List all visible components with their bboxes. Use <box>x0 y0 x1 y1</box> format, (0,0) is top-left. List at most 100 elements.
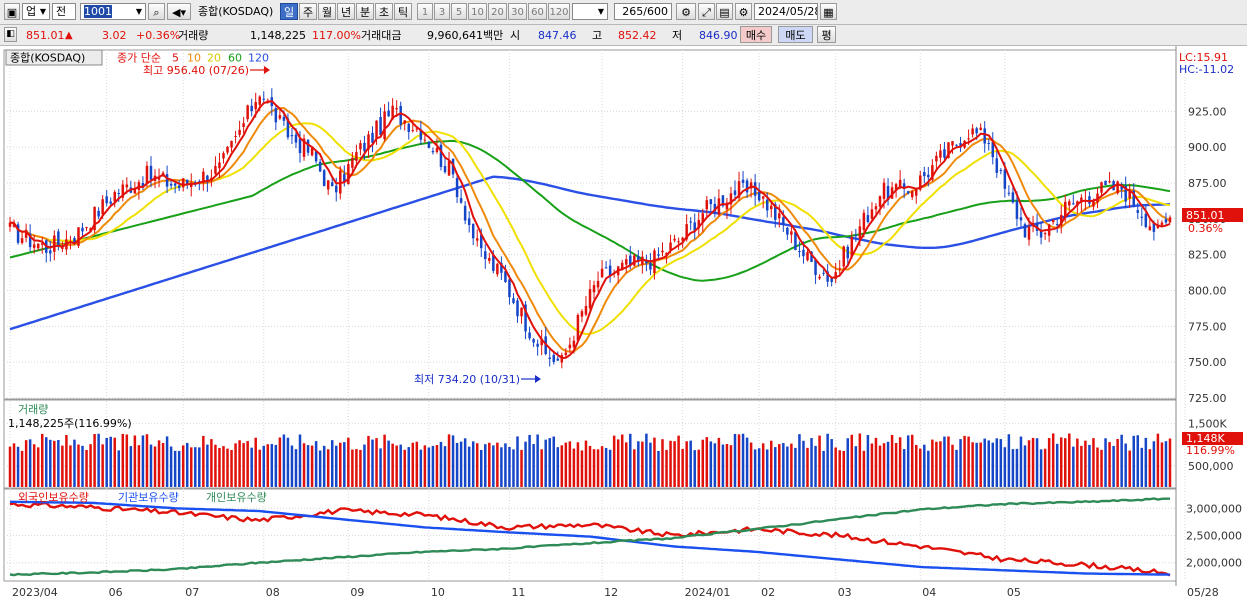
low-annotation: 최저 734.20 (10/31) <box>414 373 520 386</box>
candle-body <box>592 285 596 293</box>
search-icon[interactable]: ⌕ <box>148 3 165 20</box>
time-tick-label: 09 <box>350 586 364 599</box>
volume-bar <box>1027 440 1031 487</box>
institution-legend[interactable]: 기관보유수량 <box>118 491 179 504</box>
volume-bar <box>198 447 201 487</box>
candle-body <box>902 183 906 189</box>
stock-name-tag[interactable]: 종합(KOSDAQ) <box>10 52 85 65</box>
period-tab-3[interactable]: 년 <box>337 3 355 20</box>
candle-body <box>874 206 878 210</box>
expand-icon[interactable]: ◧ <box>4 27 17 42</box>
draw-tool-icon[interactable]: ⤢ <box>698 3 715 20</box>
speaker-icon[interactable]: ◀▾ <box>167 3 191 20</box>
ma5-path <box>9 99 1171 360</box>
amount-value: 9,960,641백만 <box>427 29 504 42</box>
ma10-legend[interactable]: 10 <box>187 52 201 65</box>
interval-tab-1[interactable]: 1 <box>417 3 433 20</box>
candle-body <box>290 135 294 137</box>
volume-bar <box>629 433 632 487</box>
candle-body <box>850 236 854 257</box>
foreign-legend[interactable]: 외국인보유수량 <box>18 491 89 504</box>
volume-bar <box>874 437 878 487</box>
candle-body <box>894 184 898 190</box>
ma20-legend[interactable]: 20 <box>207 52 221 65</box>
interval-tab-5[interactable]: 5 <box>451 3 467 20</box>
candle-body <box>685 224 688 240</box>
interval-tab-60[interactable]: 60 <box>528 3 547 20</box>
chart-background <box>0 46 1247 602</box>
chart-settings-icon[interactable]: ⚙ <box>676 3 696 20</box>
period-tab-2[interactable]: 월 <box>318 3 336 20</box>
stock-chart[interactable]: 925.00900.00875.00850.00825.00800.00775.… <box>0 46 1247 602</box>
interval-input[interactable]: ▼ <box>572 3 608 20</box>
price-tick-label: 750.00 <box>1188 356 1227 369</box>
volume-bar <box>101 444 104 487</box>
candle-body <box>818 276 821 279</box>
volume-bar <box>480 449 483 487</box>
volume-bar <box>1156 433 1160 487</box>
candle-body <box>1124 185 1127 202</box>
volume-bar <box>923 444 926 487</box>
ma60-legend[interactable]: 60 <box>228 52 242 65</box>
volume-bar <box>669 440 672 487</box>
volume-bar <box>427 447 431 487</box>
period-tab-0[interactable]: 일 <box>280 3 298 20</box>
calendar-icon[interactable]: ▦ <box>820 3 837 20</box>
axes: 925.00900.00875.00850.00825.00800.00775.… <box>12 46 1242 599</box>
eval-button[interactable]: 평 <box>817 26 836 43</box>
volume-panel[interactable] <box>8 433 1172 487</box>
candle-body <box>1043 233 1047 235</box>
time-tick-label: 03 <box>838 586 852 599</box>
period-short-select[interactable]: 전 <box>52 3 76 20</box>
ma5-legend[interactable]: 5 <box>172 52 179 65</box>
market-select[interactable]: 업 ▼ <box>22 3 50 20</box>
volume-bar <box>375 438 378 487</box>
candle-body <box>371 132 374 143</box>
volume-bar <box>81 445 84 487</box>
interval-tab-20[interactable]: 20 <box>488 3 507 20</box>
price-panel[interactable] <box>8 88 1172 369</box>
candle-body <box>218 162 221 169</box>
candle-body <box>524 304 527 332</box>
candle-body <box>367 134 370 150</box>
volume-bar <box>939 441 942 487</box>
individual-legend[interactable]: 개인보유수량 <box>206 491 267 504</box>
candle-body <box>669 242 672 251</box>
save-icon[interactable]: ▤ <box>716 3 733 20</box>
volume-bar <box>604 447 608 487</box>
holdings-panel[interactable] <box>9 497 1171 577</box>
volume-bar <box>572 448 576 487</box>
period-tab-5[interactable]: 초 <box>375 3 393 20</box>
gear-icon[interactable]: ⚙ <box>735 3 752 20</box>
interval-tab-30[interactable]: 30 <box>508 3 527 20</box>
volume-title[interactable]: 거래량 <box>18 403 48 416</box>
interval-tab-120[interactable]: 120 <box>548 3 570 20</box>
candle-body <box>967 138 970 140</box>
period-tab-4[interactable]: 분 <box>356 3 374 20</box>
ma120-legend[interactable]: 120 <box>248 52 269 65</box>
interval-tab-10[interactable]: 10 <box>468 3 487 20</box>
ma-title[interactable]: 종가 단순 <box>117 52 161 65</box>
data-count[interactable]: 265/600 <box>614 3 672 20</box>
volume-bar <box>608 449 612 487</box>
volume-bar <box>588 445 592 487</box>
ma5-line <box>9 99 1171 360</box>
foreign-holdings-line <box>9 501 1171 577</box>
candle-body <box>109 201 112 204</box>
candle-body <box>741 179 745 183</box>
volume-bar <box>137 445 141 487</box>
volume-bar <box>214 444 217 487</box>
interval-tab-3[interactable]: 3 <box>434 3 450 20</box>
volume-bar <box>403 449 406 487</box>
sell-button[interactable]: 매도 <box>778 26 813 43</box>
buy-button[interactable]: 매수 <box>740 26 772 43</box>
volume-bar <box>794 447 797 487</box>
period-tab-6[interactable]: 틱 <box>394 3 412 20</box>
date-input[interactable]: 2024/05/28 <box>754 3 818 20</box>
candle-body <box>165 174 169 187</box>
code-input[interactable]: 1001 ▼ <box>80 3 146 20</box>
candle-body <box>363 142 366 152</box>
period-tab-1[interactable]: 주 <box>299 3 317 20</box>
volume-bar <box>326 449 330 487</box>
window-menu-icon[interactable]: ▣ <box>4 3 20 20</box>
